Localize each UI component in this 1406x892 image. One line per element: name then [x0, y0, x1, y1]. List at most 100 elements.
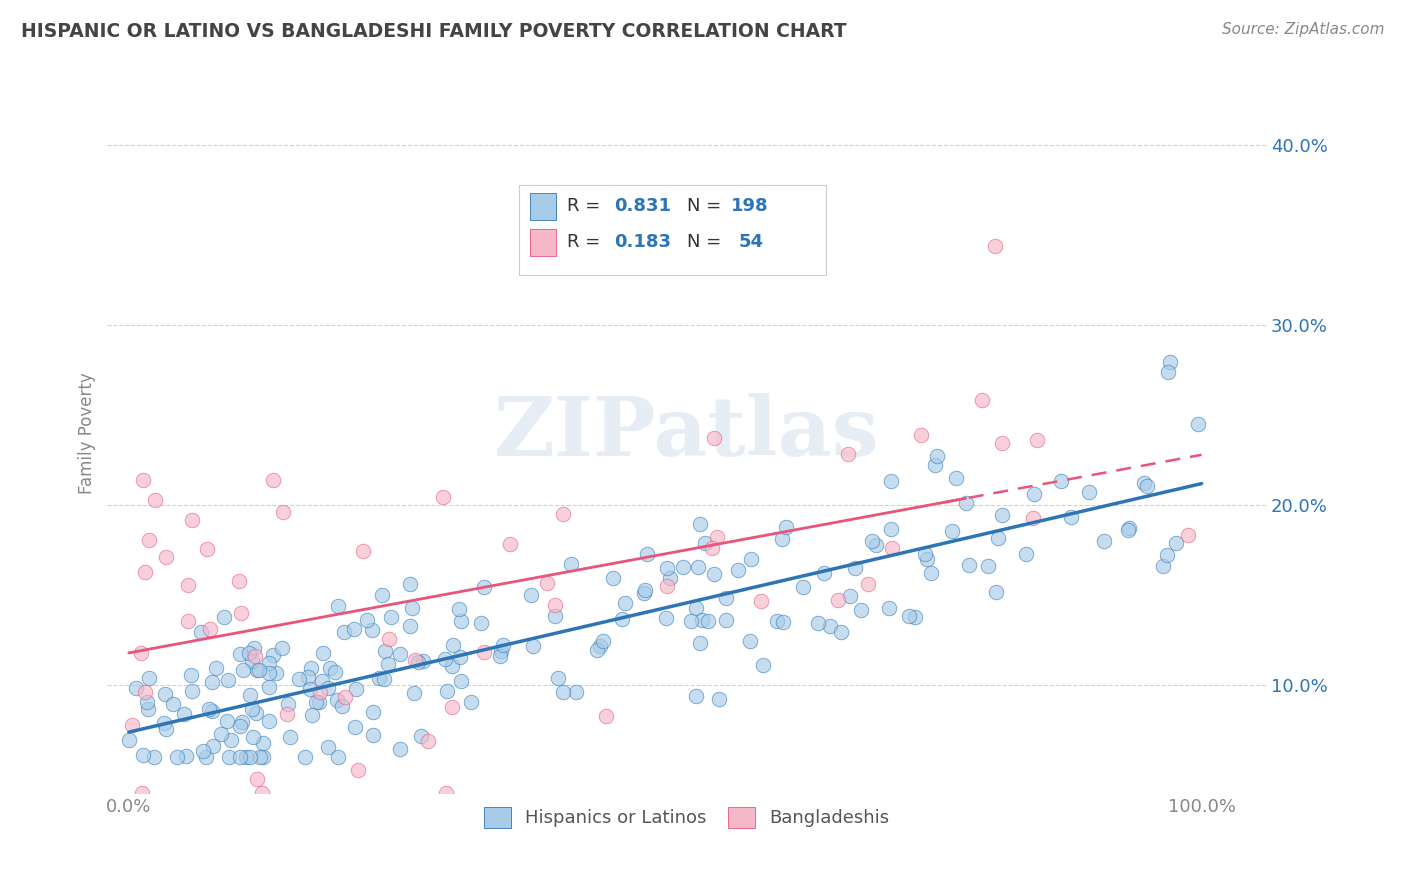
Point — [118, 732, 141, 747]
Point — [135, 695, 157, 709]
Point — [239, 689, 262, 703]
Point — [1050, 474, 1073, 488]
Point — [703, 567, 725, 582]
Legend: Hispanics or Latinos, Bangladeshis: Hispanics or Latinos, Bangladeshis — [477, 799, 897, 835]
Point — [914, 547, 936, 561]
Point — [319, 661, 342, 675]
Point — [679, 614, 702, 628]
Point — [180, 667, 202, 681]
Point — [489, 649, 512, 664]
Point — [361, 728, 384, 742]
Point — [273, 505, 295, 519]
Point — [766, 614, 789, 628]
Point — [1015, 547, 1038, 561]
Text: 54: 54 — [738, 234, 763, 252]
Point — [880, 474, 903, 488]
Text: N =: N = — [686, 197, 727, 215]
Point — [910, 427, 932, 442]
Point — [262, 473, 284, 487]
Point — [441, 639, 464, 653]
Point — [333, 625, 356, 640]
Point — [917, 552, 939, 566]
Point — [197, 541, 219, 556]
Point — [714, 613, 737, 627]
Y-axis label: Family Poverty: Family Poverty — [79, 372, 96, 494]
Point — [941, 524, 963, 538]
Point — [228, 574, 250, 588]
Point — [377, 657, 399, 672]
Point — [304, 695, 326, 709]
Point — [1077, 485, 1099, 500]
Point — [271, 640, 294, 655]
Point — [1152, 559, 1174, 574]
Point — [138, 671, 160, 685]
Point — [1118, 521, 1140, 535]
Point — [180, 683, 202, 698]
Point — [134, 684, 156, 698]
Point — [450, 673, 472, 688]
Point — [173, 707, 195, 722]
Point — [977, 559, 1000, 574]
Point — [247, 663, 270, 677]
Point — [301, 708, 323, 723]
Point — [432, 490, 454, 504]
Point — [398, 619, 420, 633]
Point — [655, 611, 678, 625]
Point — [586, 643, 609, 657]
Point — [276, 707, 298, 722]
Point — [738, 634, 761, 648]
Point — [957, 558, 980, 572]
Point — [174, 748, 197, 763]
Text: R =: R = — [568, 234, 606, 252]
Point — [924, 458, 946, 472]
Point — [689, 517, 711, 532]
Point — [436, 684, 458, 698]
Point — [399, 577, 422, 591]
Point — [434, 786, 457, 800]
Point — [298, 682, 321, 697]
Point — [897, 609, 920, 624]
Point — [752, 657, 775, 672]
Point — [347, 764, 370, 778]
Point — [1092, 533, 1115, 548]
Point — [195, 750, 218, 764]
Point — [232, 663, 254, 677]
Point — [219, 732, 242, 747]
Point — [492, 638, 515, 652]
Point — [198, 623, 221, 637]
Point — [536, 575, 558, 590]
Point — [792, 580, 814, 594]
Point — [229, 647, 252, 661]
Point — [333, 690, 356, 705]
Point — [332, 699, 354, 714]
Point — [991, 508, 1014, 523]
Point — [460, 695, 482, 709]
Point — [860, 533, 883, 548]
Point — [633, 583, 655, 598]
Point — [388, 742, 411, 756]
Point — [277, 697, 299, 711]
Point — [250, 786, 273, 800]
Point — [245, 706, 267, 720]
Point — [740, 552, 762, 566]
Point — [1156, 549, 1178, 563]
Point — [312, 646, 335, 660]
Point — [181, 513, 204, 527]
Point — [700, 541, 723, 556]
Point — [212, 610, 235, 624]
Point — [655, 579, 678, 593]
Point — [1116, 523, 1139, 537]
Point — [522, 640, 544, 654]
Point — [361, 623, 384, 637]
Point — [707, 692, 730, 706]
Point — [703, 431, 725, 445]
Text: HISPANIC OR LATINO VS BANGLADESHI FAMILY POVERTY CORRELATION CHART: HISPANIC OR LATINO VS BANGLADESHI FAMILY… — [21, 22, 846, 41]
Point — [371, 588, 394, 602]
Point — [589, 639, 612, 653]
Point — [844, 561, 866, 575]
Point — [131, 786, 153, 800]
Text: 0.183: 0.183 — [613, 234, 671, 252]
Text: ZIPatlas: ZIPatlas — [494, 393, 879, 473]
Text: 198: 198 — [731, 197, 768, 215]
Point — [440, 700, 463, 714]
